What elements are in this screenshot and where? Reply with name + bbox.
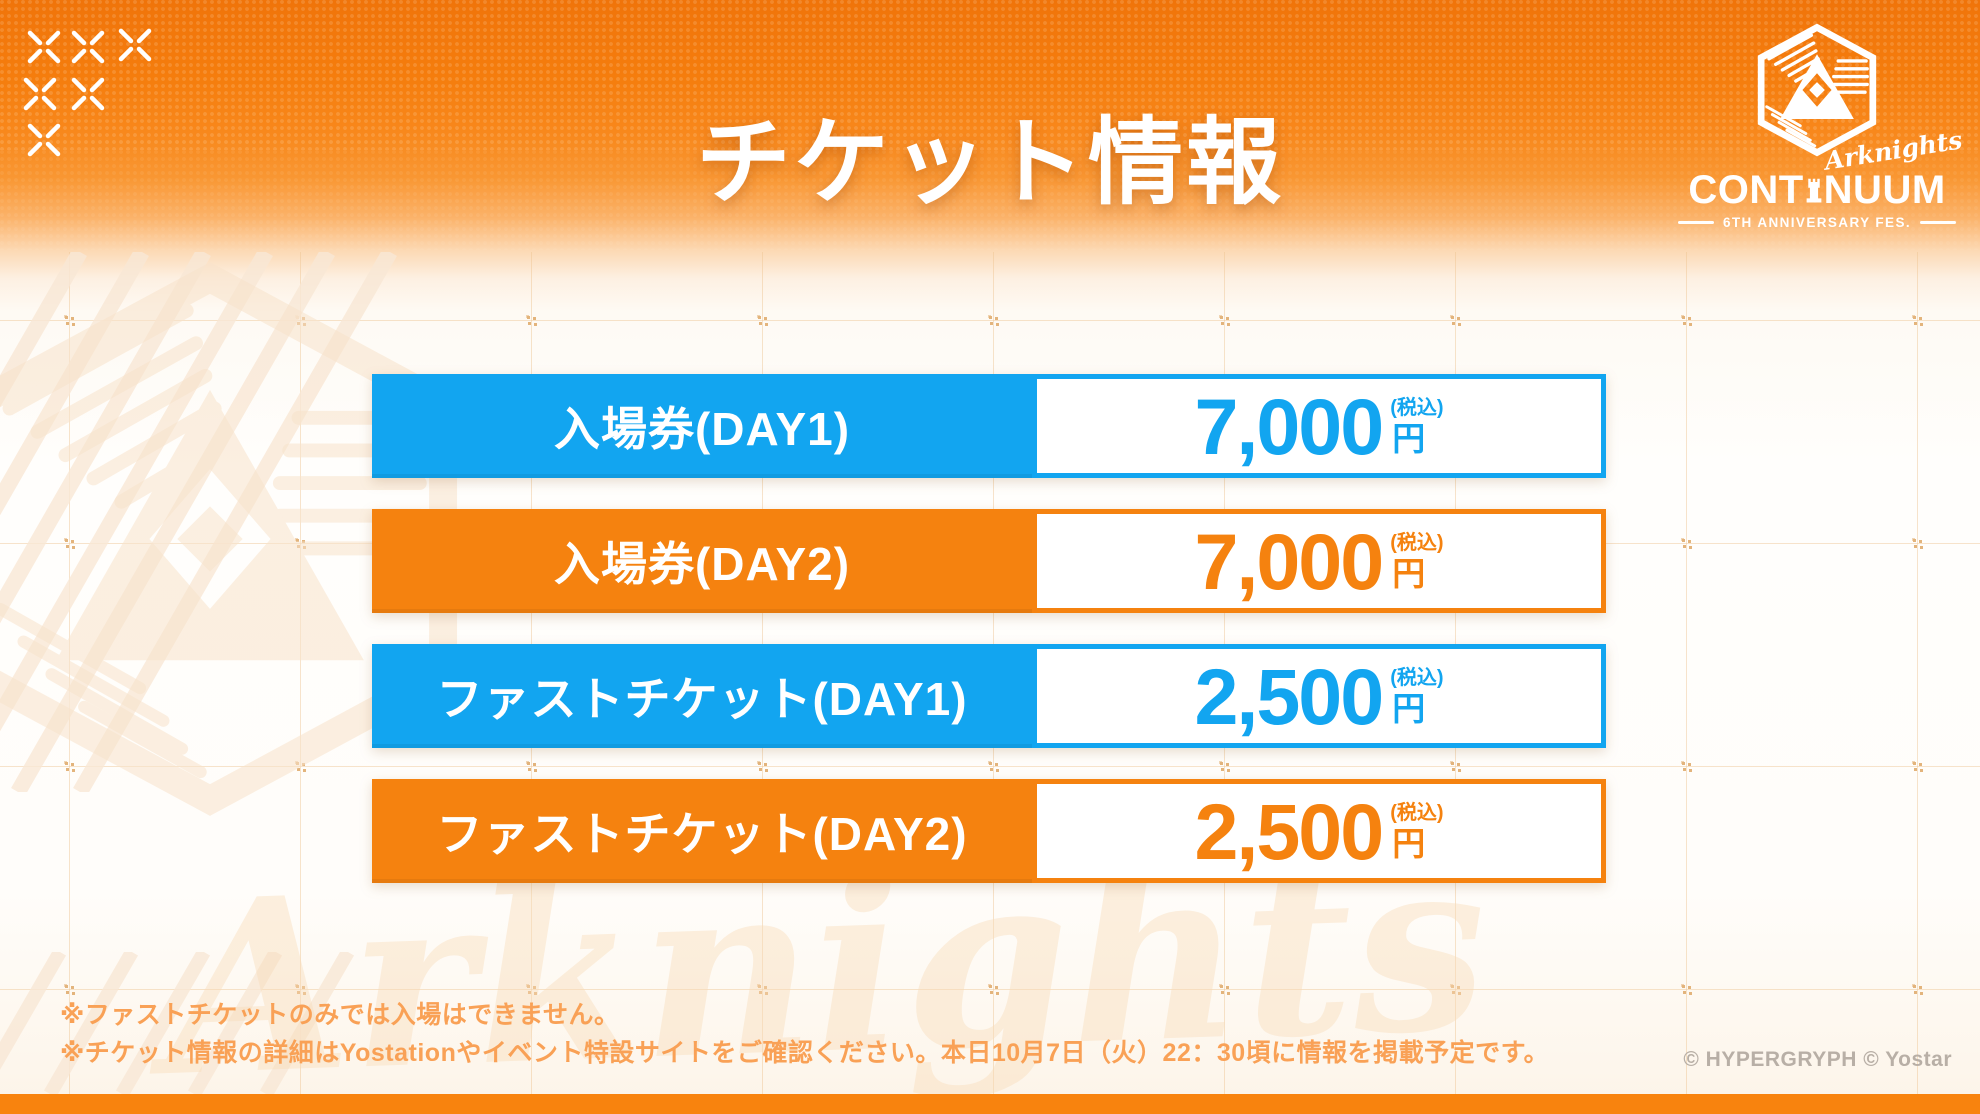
- registration-mark: [1913, 985, 1916, 988]
- registration-mark: [989, 316, 992, 319]
- event-logo: Arknights CONT NUUM 6TH ANNIVERSARY FES.: [1657, 14, 1977, 230]
- tax-included-note: (税込): [1390, 801, 1444, 824]
- registration-mark: [65, 539, 68, 542]
- registration-mark: [65, 316, 68, 319]
- yen-unit: 円: [1392, 419, 1426, 457]
- registration-mark: [1682, 762, 1685, 765]
- registration-mark: [1913, 539, 1916, 542]
- event-name: CONT NUUM: [1657, 170, 1977, 210]
- ticket-name: ファストチケット(DAY2): [372, 779, 1032, 883]
- event-name-left: CONT: [1688, 168, 1804, 212]
- x-mark-icon: [71, 77, 105, 111]
- event-name-right: NUUM: [1823, 168, 1946, 212]
- registration-mark: [1220, 316, 1223, 319]
- dash-right: [1920, 221, 1957, 224]
- price-unit-stack: (税込) 円: [1390, 667, 1443, 727]
- dash-left: [1677, 221, 1714, 224]
- x-mark-icon: [118, 28, 152, 62]
- ticket-row: 入場券(DAY1) 7,000 (税込) 円: [372, 374, 1606, 478]
- registration-mark: [1451, 762, 1454, 765]
- tax-included-note: (税込): [1390, 396, 1444, 419]
- ticket-name: 入場券(DAY2): [372, 509, 1032, 613]
- price-unit-stack: (税込) 円: [1390, 532, 1443, 592]
- registration-mark: [1682, 539, 1685, 542]
- registration-mark: [1451, 316, 1454, 319]
- yen-unit: 円: [1392, 824, 1426, 862]
- registration-mark: [1913, 762, 1916, 765]
- grid-hline: [0, 989, 1980, 990]
- ticket-price: 2,500: [1194, 651, 1384, 741]
- registration-mark: [65, 762, 68, 765]
- registration-mark: [527, 316, 530, 319]
- registration-mark: [758, 985, 761, 988]
- event-subtitle-row: 6TH ANNIVERSARY FES.: [1657, 215, 1977, 230]
- copyright-text: © HYPERGRYPH © Yostar: [1683, 1048, 1952, 1071]
- ticket-price: 7,000: [1194, 381, 1384, 471]
- rook-icon: [1806, 178, 1822, 203]
- registration-mark: [1682, 316, 1685, 319]
- x-mark-icon: [23, 77, 57, 111]
- ticket-price-box: 7,000 (税込) 円: [1032, 374, 1606, 478]
- registration-mark: [989, 762, 992, 765]
- registration-mark: [296, 539, 299, 542]
- ticket-row: ファストチケット(DAY2) 2,500 (税込) 円: [372, 779, 1606, 883]
- ticket-price: 2,500: [1194, 786, 1384, 876]
- yen-unit: 円: [1392, 689, 1426, 727]
- event-subtitle: 6TH ANNIVERSARY FES.: [1722, 215, 1912, 230]
- x-mark-icon: [27, 30, 61, 64]
- bottom-orange-bar: [0, 1094, 1980, 1114]
- grid-vline: [1686, 252, 1687, 1094]
- x-mark-icon: [27, 123, 61, 157]
- ticket-row: ファストチケット(DAY1) 2,500 (税込) 円: [372, 644, 1606, 748]
- grid-hline: [0, 766, 1980, 767]
- ticket-name: 入場券(DAY1): [372, 374, 1032, 478]
- ticket-name: ファストチケット(DAY1): [372, 644, 1032, 748]
- registration-mark: [758, 316, 761, 319]
- tax-included-note: (税込): [1390, 666, 1444, 689]
- yen-unit: 円: [1392, 554, 1426, 592]
- grid-hline: [0, 320, 1980, 321]
- ticket-price: 7,000: [1194, 516, 1384, 606]
- registration-mark: [527, 762, 530, 765]
- footnote-line: ※チケット情報の詳細はYostationやイベント特設サイトをご確認ください。本…: [60, 1039, 1550, 1067]
- footnotes: ※ファストチケットのみでは入場はできません。 ※チケット情報の詳細はYostat…: [60, 996, 1549, 1072]
- registration-mark: [1220, 762, 1223, 765]
- grid-vline: [69, 252, 70, 1094]
- grid-vline: [1917, 252, 1918, 1094]
- registration-mark: [758, 762, 761, 765]
- price-unit-stack: (税込) 円: [1390, 397, 1443, 457]
- registration-mark: [989, 985, 992, 988]
- registration-mark: [296, 316, 299, 319]
- registration-mark: [1451, 985, 1454, 988]
- registration-mark: [1682, 985, 1685, 988]
- registration-mark: [527, 985, 530, 988]
- x-mark-icon: [71, 30, 105, 64]
- page-title: チケット情報: [695, 110, 1284, 216]
- registration-mark: [1913, 316, 1916, 319]
- price-unit-stack: (税込) 円: [1390, 802, 1443, 862]
- registration-mark: [1220, 985, 1223, 988]
- ticket-price-box: 2,500 (税込) 円: [1032, 644, 1606, 748]
- registration-mark: [296, 762, 299, 765]
- tax-included-note: (税込): [1390, 531, 1444, 554]
- footnote-line: ※ファストチケットのみでは入場はできません。: [60, 1001, 620, 1029]
- grid-vline: [300, 252, 301, 1094]
- ticket-price-box: 2,500 (税込) 円: [1032, 779, 1606, 883]
- ticket-price-box: 7,000 (税込) 円: [1032, 509, 1606, 613]
- ticket-row: 入場券(DAY2) 7,000 (税込) 円: [372, 509, 1606, 613]
- registration-mark: [296, 985, 299, 988]
- registration-mark: [65, 985, 68, 988]
